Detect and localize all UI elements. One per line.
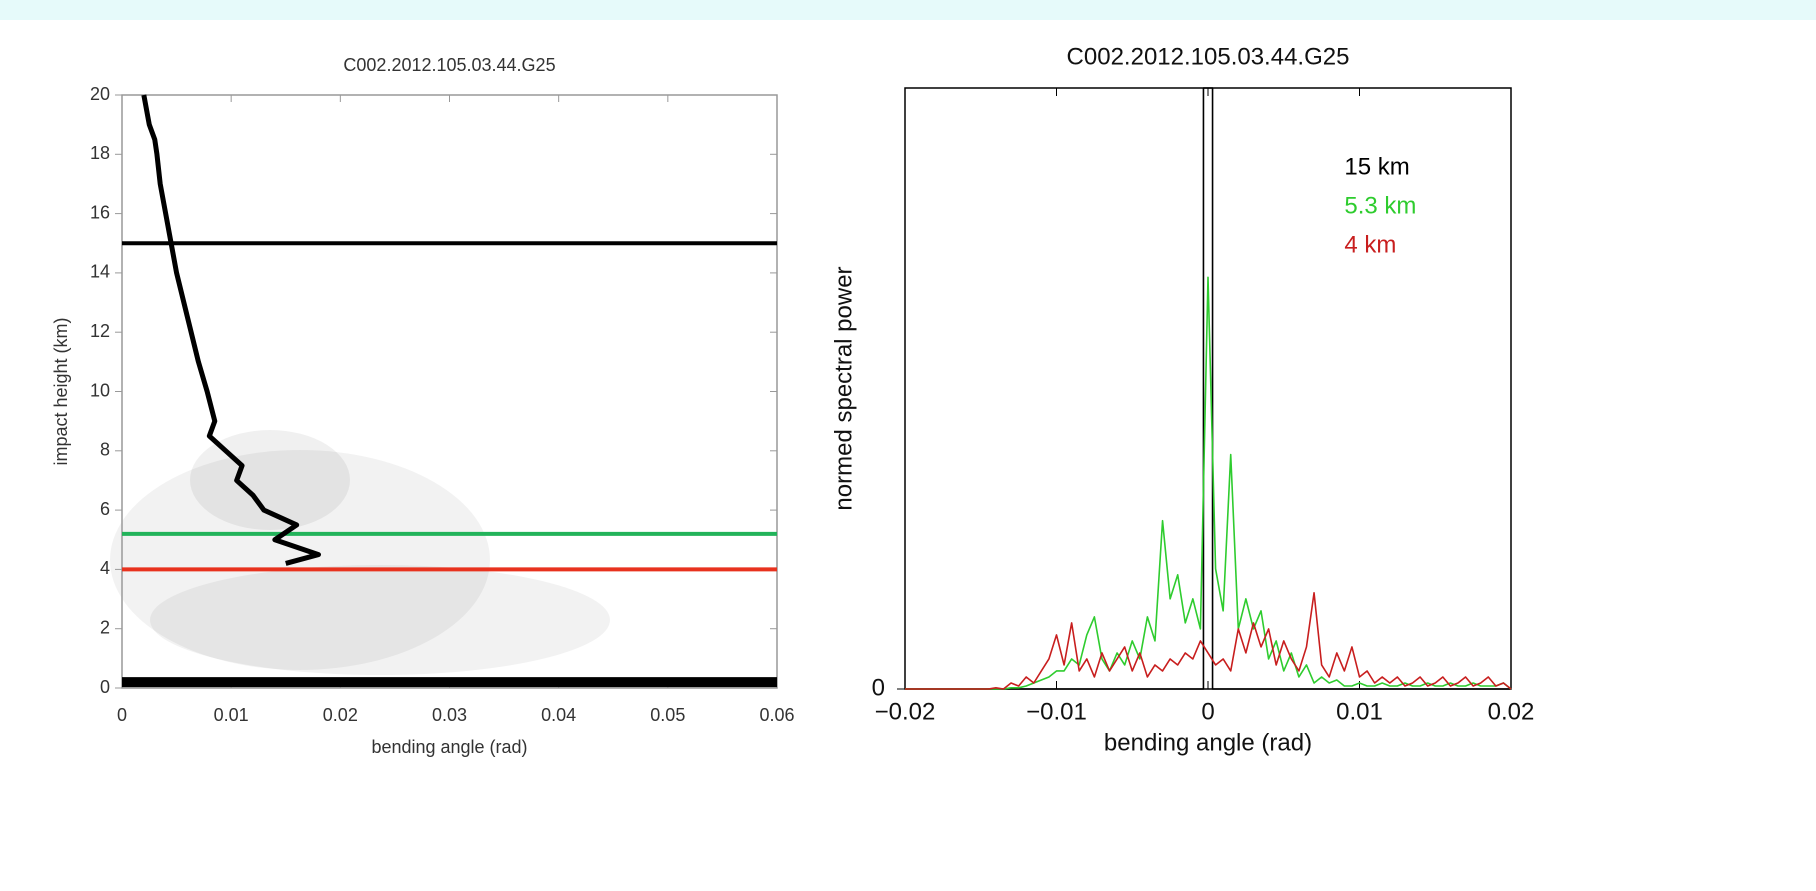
density-cloud xyxy=(110,430,610,675)
top-strip xyxy=(0,0,1816,20)
x-tick-label: −0.02 xyxy=(875,698,936,725)
legend-entry: 4 km xyxy=(1344,231,1396,258)
y-tick-label: 2 xyxy=(100,617,110,637)
legend-entry: 15 km xyxy=(1344,153,1409,180)
x-tick-label: 0.06 xyxy=(759,705,794,725)
x-tick-label: −0.01 xyxy=(1026,698,1087,725)
data-line xyxy=(905,592,1512,690)
x-axis-label: bending angle (rad) xyxy=(1104,729,1312,756)
data-line xyxy=(141,94,321,566)
y-tick-label: 14 xyxy=(90,262,110,282)
y-tick-label: 0 xyxy=(872,674,885,701)
x-tick-label: 0 xyxy=(117,705,127,725)
x-tick-label: 0.01 xyxy=(1336,698,1383,725)
chart-title: C002.2012.105.03.44.G25 xyxy=(343,55,555,75)
y-tick-label: 12 xyxy=(90,321,110,341)
y-tick-label: 6 xyxy=(100,499,110,519)
chart-left: C002.2012.105.03.44.G25 bending angle (ra… xyxy=(51,55,795,757)
y-tick-label: 8 xyxy=(100,440,110,460)
y-tick-label: 18 xyxy=(90,143,110,163)
y-tick-label: 0 xyxy=(100,677,110,697)
y-axis-label: normed spectral power xyxy=(830,266,857,510)
chart-right: C002.2012.105.03.44.G25 bending angle (ra… xyxy=(830,43,1534,756)
x-tick-label: 0.02 xyxy=(1488,698,1535,725)
x-tick-label: 0.01 xyxy=(214,705,249,725)
y-axis-label: impact height (km) xyxy=(51,317,71,465)
x-tick-label: 0.05 xyxy=(650,705,685,725)
y-tick-label: 4 xyxy=(100,558,110,578)
legend-entry: 5.3 km xyxy=(1344,192,1416,219)
y-tick-label: 16 xyxy=(90,202,110,222)
x-tick-label: 0.03 xyxy=(432,705,467,725)
x-tick-label: 0 xyxy=(1201,698,1214,725)
x-tick-label: 0.02 xyxy=(323,705,358,725)
data-line xyxy=(905,276,1512,690)
chart-title: C002.2012.105.03.44.G25 xyxy=(1067,43,1350,70)
x-tick-label: 0.04 xyxy=(541,705,576,725)
x-axis-label: bending angle (rad) xyxy=(371,737,527,757)
plot-frame xyxy=(904,87,1512,690)
y-tick-label: 10 xyxy=(90,380,110,400)
data-line xyxy=(905,87,1511,690)
y-tick-label: 20 xyxy=(90,84,110,104)
